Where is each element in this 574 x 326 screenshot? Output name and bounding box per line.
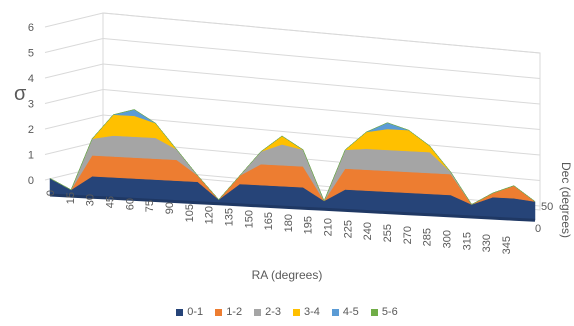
gridline [44, 12, 541, 54]
legend-swatch [215, 308, 223, 316]
legend-label: 5-6 [381, 306, 398, 318]
legend-item: 1-2 [215, 306, 242, 318]
x-tick-label: 30 [85, 194, 97, 206]
legend-label: 2-3 [265, 306, 281, 318]
x-tick-label: 0 [45, 190, 57, 196]
legend-swatch [254, 308, 262, 316]
x-tick-label: 165 [263, 212, 275, 230]
legend-item: 2-3 [254, 306, 281, 318]
legend-item: 4-5 [331, 306, 359, 318]
x-tick-label: 210 [323, 218, 335, 236]
x-axis-ticks: 0 15 30 45 60 75 90 105 120 135 150 165 180 195 210 225… [45, 190, 513, 254]
y-axis-ticks: 050 [535, 201, 553, 235]
gridline [44, 88, 541, 130]
legend-swatch [331, 308, 339, 316]
legend-label: 4-5 [342, 306, 359, 318]
x-tick-label: 45 [105, 196, 117, 208]
x-tick-label: 300 [442, 230, 454, 248]
z-tick-label: 6 [28, 22, 34, 34]
gridline [44, 63, 541, 105]
legend-swatch [293, 308, 300, 316]
legend-label: 3-4 [304, 306, 320, 318]
legend-swatch [176, 308, 184, 316]
x-tick-label: 150 [243, 210, 255, 228]
x-tick-label: 60 [124, 198, 136, 210]
surface-band-5-6 [49, 109, 536, 205]
gridline [44, 37, 541, 79]
legend-swatch [370, 308, 378, 316]
x-tick-label: 345 [501, 236, 513, 254]
x-tick-label: 255 [382, 224, 394, 242]
z-tick-label: 0 [28, 175, 34, 187]
legend: 0-1 1-2 2-3 3-4 4-5 5-6 [0, 303, 574, 321]
z-tick-label: 5 [28, 48, 34, 60]
x-tick-label: 225 [342, 220, 354, 238]
legend-item: 0-1 [176, 306, 203, 318]
y-tick-label: 50 [541, 201, 553, 213]
legend-label: 0-1 [187, 306, 204, 318]
legend-label: 1-2 [226, 306, 243, 318]
z-tick-label: 3 [28, 99, 34, 111]
x-tick-label: 135 [223, 208, 235, 226]
x-tick-label: 120 [204, 206, 216, 224]
x-tick-label: 315 [461, 232, 473, 250]
x-tick-label: 105 [184, 204, 196, 222]
z-tick-label: 4 [28, 73, 34, 85]
x-tick-label: 240 [362, 222, 374, 240]
z-axis-ticks: 0 1 2 3 4 5 6 [28, 22, 34, 187]
z-tick-label: 1 [28, 150, 34, 162]
surface-bands [49, 109, 536, 222]
x-tick-label: 285 [422, 228, 434, 246]
y-axis-label: Dec (degrees) [559, 162, 573, 238]
x-tick-label: 330 [481, 234, 493, 252]
x-tick-label: 270 [402, 226, 414, 244]
x-tick-label: 90 [164, 202, 176, 214]
y-tick-label: 0 [535, 223, 541, 235]
z-tick-label: 2 [28, 124, 34, 136]
legend-item: 5-6 [370, 306, 398, 318]
legend-item: 3-4 [293, 306, 320, 318]
surface-base-edge [49, 193, 536, 222]
x-tick-label: 180 [283, 214, 295, 232]
x-tick-label: 195 [303, 216, 315, 234]
z-axis-label: σ [14, 83, 27, 105]
x-tick-label: 15 [65, 192, 77, 204]
x-axis-label: RA (degrees) [251, 268, 323, 282]
x-tick-label: 75 [144, 200, 156, 212]
